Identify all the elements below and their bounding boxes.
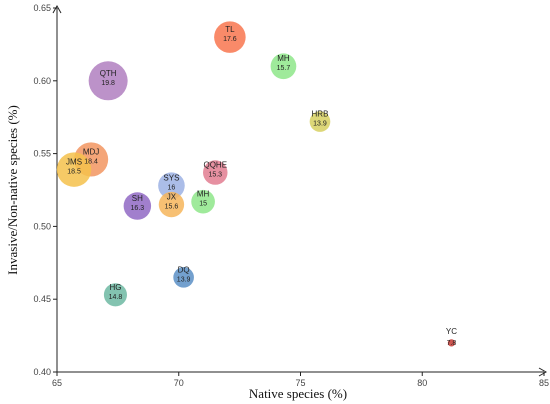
x-tick-label: 70 (174, 378, 184, 388)
bubble-jx (158, 191, 185, 218)
x-axis-arrow-icon (538, 367, 548, 377)
bubble-name-label: SYS (163, 174, 179, 183)
bubble-qth (88, 61, 128, 101)
bubble-value-label: 16.3 (131, 205, 145, 212)
bubble-value-label: 13.9 (177, 276, 191, 283)
x-tick-label: 65 (52, 378, 62, 388)
bubble-yc (447, 339, 456, 347)
bubble-value-label: 7.8 (447, 340, 457, 347)
bubble-name-label: HRB (312, 110, 329, 119)
x-tick-label: 80 (417, 378, 427, 388)
x-axis-title: Native species (%) (249, 386, 347, 401)
bubble-value-label: 19.8 (101, 80, 115, 87)
bubble-value-label: 15.7 (277, 65, 291, 72)
bubble-value-label: 17.6 (223, 36, 237, 43)
x-tick-label: 85 (539, 378, 549, 388)
bubble-name-label: MH (277, 54, 290, 63)
x-tick-label: 75 (295, 378, 305, 388)
axes (52, 4, 548, 377)
bubble-name-label: HG (109, 283, 121, 292)
bubble-tl (214, 21, 246, 53)
bubble-jms (56, 152, 92, 187)
bubble-name-label: YC (446, 327, 457, 336)
bubble-value-label: 15 (199, 201, 207, 208)
bubble-sys (158, 172, 185, 199)
bubble-hg (103, 283, 127, 307)
y-tick-label: 0.65 (33, 3, 51, 13)
bubble-name-label: QTH (100, 69, 117, 78)
bubbles (56, 21, 456, 347)
bubble-mh (270, 53, 297, 80)
bubble-name-label: MH (197, 190, 210, 199)
bubble-name-label: SH (132, 194, 143, 203)
y-axis-title: Invasive/Non-native species (%) (5, 105, 20, 275)
y-tick-label: 0.60 (33, 76, 51, 86)
bubble-hrb (309, 111, 331, 132)
bubble-name-label: JMS (66, 158, 82, 167)
ticks: 65 70 75 80 85 0.40 0.45 0.50 0.55 0.60 0.65 (33, 3, 549, 388)
bubble-mh (191, 189, 215, 214)
y-tick-label: 0.45 (33, 294, 51, 304)
bubble-value-label: 14.8 (109, 294, 123, 301)
bubble-value-label: 13.9 (313, 121, 327, 128)
bubble-name-label: QQHE (203, 161, 227, 170)
bubble-qqhe (203, 160, 228, 185)
y-tick-label: 0.40 (33, 367, 51, 377)
bubble-value-label: 15.3 (208, 172, 222, 179)
bubble-name-label: MDJ (83, 147, 99, 156)
bubble-value-label: 18.4 (84, 158, 98, 165)
bubble-dq (173, 267, 194, 288)
bubble-value-label: 18.5 (67, 169, 81, 176)
y-tick-label: 0.50 (33, 221, 51, 231)
bubble-value-label: 15.6 (165, 204, 179, 211)
bubble-name-label: DQ (178, 265, 190, 274)
bubble-sh (123, 192, 152, 220)
bubble-value-label: 16 (168, 185, 176, 192)
bubble-name-label: JX (167, 193, 177, 202)
bubble-name-label: TL (225, 25, 235, 34)
y-axis-arrow-icon (52, 4, 62, 14)
y-tick-label: 0.55 (33, 149, 51, 159)
